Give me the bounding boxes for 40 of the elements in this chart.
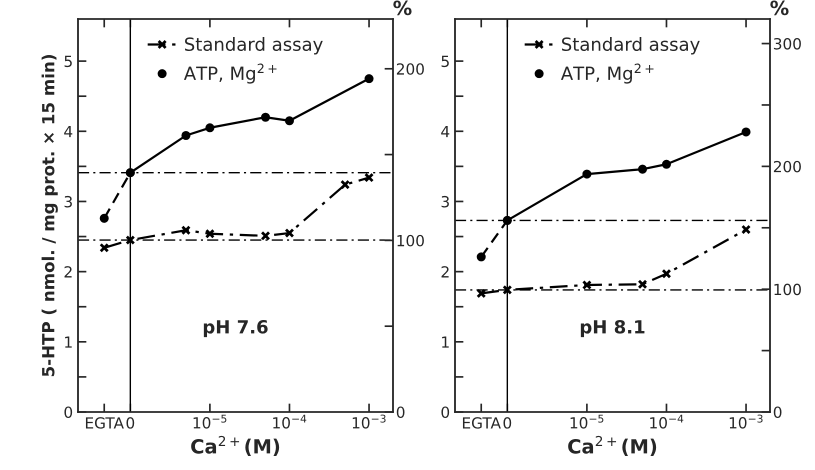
y2-tick-label: 0 bbox=[396, 406, 404, 418]
x-axis-title: Ca$^{2+}$(M) bbox=[191, 436, 280, 456]
y-axis-title: 5-HTP ( nmol. / mg prot. × 15 min) bbox=[42, 55, 58, 376]
y2-axis-title: % bbox=[393, 0, 412, 16]
x-tick-label: 10$^{−3}$ bbox=[352, 414, 386, 429]
y-tick-label: 4 bbox=[64, 126, 72, 138]
legend-label: Standard assay bbox=[184, 37, 323, 55]
legend-label: ATP, Mg$^{2+}$ bbox=[560, 64, 654, 84]
x-tick-label: 10$^{−5}$ bbox=[194, 414, 226, 429]
y2-tick-label: 200 bbox=[774, 160, 801, 172]
y-tick-label: 4 bbox=[441, 126, 450, 138]
x-tick-label: 10$^{−5}$ bbox=[570, 414, 604, 429]
x-tick-label: 0 bbox=[126, 417, 134, 429]
x-tick-label: EGTA bbox=[462, 417, 501, 429]
annotation: pH 8.1 bbox=[580, 320, 644, 338]
y-tick-label: 5 bbox=[64, 56, 72, 68]
x-tick-label: 10$^{−4}$ bbox=[273, 414, 306, 429]
x-tick-label: 0 bbox=[503, 417, 512, 429]
y2-tick-label: 200 bbox=[396, 63, 424, 75]
x-tick-label: EGTA bbox=[86, 417, 124, 429]
x-tick-label: 10$^{−3}$ bbox=[730, 414, 763, 429]
y-tick-label: 0 bbox=[64, 406, 72, 418]
y-tick-label: 2 bbox=[64, 266, 72, 278]
legend-label: Standard assay bbox=[562, 37, 700, 55]
annotation: pH 7.6 bbox=[204, 320, 268, 338]
y-tick-label: 3 bbox=[442, 196, 449, 208]
y-tick-label: 5 bbox=[442, 56, 449, 68]
y-tick-label: 0 bbox=[441, 406, 450, 418]
y-tick-label: 1 bbox=[65, 336, 72, 348]
y2-tick-label: 0 bbox=[774, 406, 782, 418]
legend-label: ATP, Mg$^{2+}$ bbox=[184, 64, 277, 84]
y2-tick-label: 100 bbox=[397, 234, 424, 246]
y-tick-label: 2 bbox=[442, 266, 449, 278]
y2-tick-label: 100 bbox=[774, 284, 801, 296]
y-tick-label: 3 bbox=[64, 196, 72, 208]
y-tick-label: 1 bbox=[442, 336, 449, 348]
y2-tick-label: 300 bbox=[774, 38, 801, 50]
y2-axis-title: % bbox=[770, 0, 789, 16]
x-axis-title: Ca$^{2+}$(M) bbox=[568, 436, 656, 456]
x-tick-label: 10$^{−4}$ bbox=[650, 414, 684, 429]
